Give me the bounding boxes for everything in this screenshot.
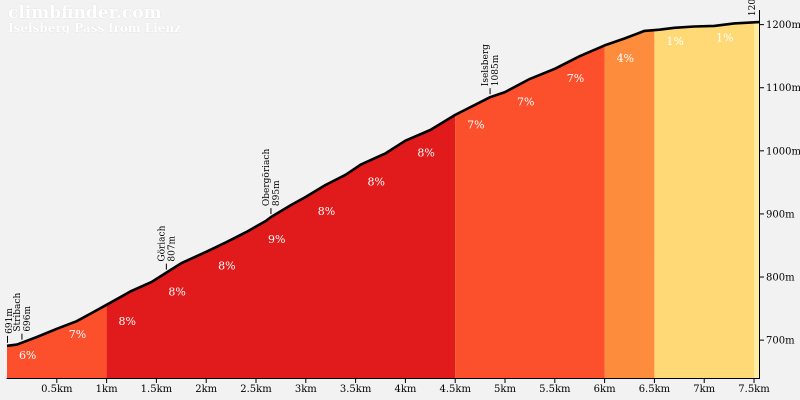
- x-tick-label: 1.5km: [141, 384, 173, 395]
- gradient-percent-label: 7%: [467, 119, 484, 132]
- x-tick-label: 4.5km: [439, 384, 471, 395]
- waypoint-elevation: 696m: [23, 305, 33, 331]
- chart-subtitle: Iselsberg Pass from Lienz: [8, 21, 181, 35]
- gradient-percent-label: 8%: [368, 176, 385, 189]
- waypoint-elevation: 1085m: [491, 54, 501, 86]
- x-tick-label: 4km: [394, 384, 416, 395]
- x-tick-label: 2.5km: [240, 384, 272, 395]
- waypoint-name: Göriach: [157, 225, 167, 261]
- waypoint-name: Stribach: [13, 293, 23, 332]
- y-tick-label: 1100m: [766, 83, 800, 94]
- y-tick-label: 1200m: [766, 20, 800, 31]
- gradient-percent-label: 1%: [716, 32, 733, 45]
- gradient-percent-label: 8%: [417, 147, 434, 160]
- gradient-percent-label: 8%: [168, 285, 185, 298]
- waypoint-name: Iselsberg: [481, 44, 491, 86]
- y-tick-label: 1000m: [766, 146, 800, 157]
- gradient-segment-2: [455, 45, 605, 379]
- gradient-percent-label: 8%: [218, 259, 235, 272]
- x-tick-label: 5.5km: [539, 384, 571, 395]
- y-tick-label: 800m: [766, 273, 795, 284]
- gradient-percent-label: 8%: [119, 315, 136, 328]
- x-tick-label: 3.5km: [340, 384, 372, 395]
- x-tick-label: 2km: [195, 384, 217, 395]
- gradient-percent-label: 9%: [268, 233, 285, 246]
- summit-elevation-label: 1204m: [748, 0, 758, 16]
- gradient-percent-label: 8%: [318, 205, 335, 218]
- waypoint-name: Obergöriach: [262, 149, 272, 207]
- x-tick-label: 7.5km: [738, 384, 770, 395]
- gradient-percent-label: 1%: [666, 35, 683, 48]
- x-tick-label: 6km: [594, 384, 616, 395]
- y-tick-label: 900m: [766, 209, 795, 220]
- x-tick-label: 0.5km: [41, 384, 73, 395]
- gradient-percent-label: 6%: [19, 349, 36, 362]
- x-tick-label: 1km: [96, 384, 118, 395]
- gradient-segment-3: [604, 30, 655, 378]
- profile-line: [6, 20, 760, 348]
- gradient-segment-0: [7, 304, 107, 378]
- x-tick-label: 3km: [295, 384, 317, 395]
- gradient-percent-label: 7%: [517, 95, 534, 108]
- waypoint-elevation: 691m: [5, 308, 15, 334]
- gradient-percent-label: 7%: [567, 72, 584, 85]
- x-tick-label: 7km: [693, 384, 715, 395]
- gradient-percent-label: 4%: [617, 52, 634, 65]
- gradient-segment-5: [754, 22, 759, 378]
- gradient-percent-label: 7%: [69, 328, 86, 341]
- y-tick-label: 700m: [766, 336, 795, 347]
- gradient-segment-4: [654, 22, 755, 379]
- x-tick-label: 6.5km: [639, 384, 671, 395]
- waypoint-elevation: 895m: [272, 180, 282, 206]
- x-tick-label: 5km: [494, 384, 516, 395]
- waypoint-elevation: 807m: [167, 235, 177, 261]
- brand-logo: climbfinder.com: [8, 3, 162, 23]
- gradient-segment-1: [106, 114, 456, 379]
